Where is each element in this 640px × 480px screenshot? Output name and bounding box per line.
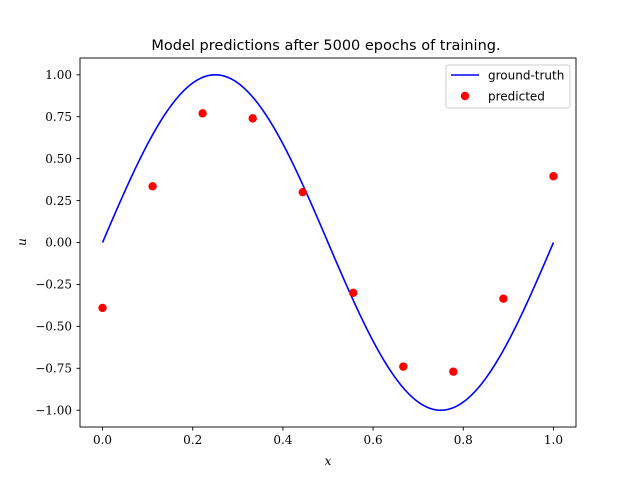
chart-title: Model predictions after 5000 epochs of t…: [151, 38, 500, 54]
predicted-point-4: [298, 187, 307, 197]
x-tick-label: 0.6: [364, 433, 383, 447]
y-tick-label: −1.00: [35, 403, 72, 417]
y-tick-label: 1.00: [45, 68, 72, 82]
predicted-point-9: [549, 172, 558, 181]
predicted-point-8: [499, 294, 508, 303]
legend-label: ground-truth: [488, 68, 564, 82]
x-tick-label: 0.4: [273, 433, 292, 447]
predicted-point-5: [349, 288, 358, 298]
x-tick-label: 0.2: [183, 433, 202, 447]
y-axis-label: u: [15, 238, 29, 246]
plot-area: [98, 73, 558, 412]
axes: 0.0 0.2 0.4 0.6 0.8 1.0 −1.00 −0.75 −0.50 −0.25 0.…: [35, 57, 577, 447]
y-tick-label: −0.50: [35, 320, 72, 334]
predicted-point-0: [98, 303, 107, 313]
legend-label: predicted: [488, 89, 545, 103]
predicted-point-1: [148, 182, 157, 191]
y-tick-label: 0.00: [45, 236, 72, 250]
predicted-point-7: [449, 367, 458, 376]
predicted-point-3: [248, 114, 257, 123]
y-tick-label: −0.25: [35, 278, 72, 292]
predicted-point-6: [399, 362, 408, 371]
x-tick-label: 0.8: [454, 433, 473, 447]
predicted-point-2: [198, 109, 207, 118]
legend-swatch-marker: [460, 91, 470, 101]
x-tick-label: 1.0: [544, 433, 563, 447]
y-tick-label: 0.50: [45, 152, 72, 166]
legend: ground-truth predicted: [445, 64, 571, 109]
y-tick-label: 0.25: [45, 194, 72, 208]
y-tick-label: 0.75: [45, 110, 72, 124]
y-tick-label: −0.75: [35, 361, 72, 375]
ground-truth-line: [101, 73, 555, 412]
x-tick-label: 0.0: [93, 433, 112, 447]
x-axis-label: x: [325, 454, 332, 468]
